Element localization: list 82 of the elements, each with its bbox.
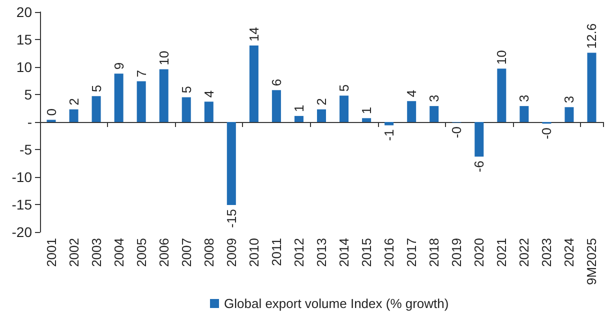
data-label: -0 — [449, 126, 464, 138]
bar — [407, 101, 416, 122]
data-label: 9 — [111, 62, 126, 70]
bar — [497, 68, 506, 122]
data-label: 3 — [426, 94, 442, 102]
data-label: 7 — [134, 70, 149, 78]
bar — [520, 106, 529, 122]
y-tick-label: 20 — [16, 4, 32, 20]
y-tick-label: -10 — [12, 169, 32, 185]
y-tick-label: -15 — [12, 196, 32, 212]
data-label: 3 — [516, 94, 532, 102]
x-tick-label: 2012 — [291, 238, 306, 267]
bar — [249, 46, 258, 122]
data-label: 5 — [336, 84, 352, 92]
x-tick-label: 2002 — [66, 238, 82, 267]
data-label: 14 — [246, 27, 262, 42]
x-tick-label: 2023 — [539, 238, 554, 267]
data-label: 2 — [314, 98, 329, 106]
bar — [69, 109, 78, 122]
bar — [182, 97, 191, 122]
data-label: 5 — [88, 84, 104, 92]
x-tick-label: 2001 — [44, 238, 59, 267]
x-tick-label: 2009 — [224, 238, 239, 267]
data-label: 1 — [359, 106, 374, 114]
x-tick-label: 2006 — [156, 238, 172, 267]
x-tick-label: 2008 — [201, 238, 216, 267]
x-tick-label: 2017 — [404, 238, 420, 267]
bar — [362, 118, 372, 122]
data-label: 10 — [494, 50, 510, 65]
bar — [272, 90, 281, 122]
x-tick-label: 2016 — [382, 238, 397, 267]
x-tick-label: 2005 — [134, 238, 149, 267]
data-label: 2 — [66, 98, 82, 106]
bar — [114, 74, 124, 122]
bar — [92, 96, 101, 122]
bar — [294, 116, 304, 122]
x-tick-label: 2024 — [562, 238, 577, 267]
x-tick-label: 2015 — [359, 238, 374, 267]
data-label: -6 — [472, 160, 487, 172]
y-tick-label: 10 — [16, 59, 32, 75]
y-tick-label: 5 — [24, 86, 32, 102]
data-label: 12.6 — [584, 23, 600, 49]
x-tick-label: 2022 — [516, 238, 532, 267]
bar — [474, 122, 484, 157]
bar — [340, 96, 349, 122]
y-tick-label: -20 — [12, 224, 32, 240]
x-tick-label: 2018 — [426, 238, 442, 267]
x-tick-label: 9M2025 — [584, 238, 600, 285]
data-label: 10 — [156, 50, 172, 66]
bar — [226, 122, 236, 206]
data-label: 3 — [562, 96, 577, 104]
x-tick-label: 2019 — [449, 238, 464, 267]
x-tick-label: 2004 — [111, 238, 126, 267]
bar — [316, 109, 326, 122]
bar — [430, 106, 439, 122]
data-label: 6 — [268, 78, 284, 86]
x-tick-label: 2014 — [336, 238, 352, 267]
data-label: 1 — [291, 104, 306, 112]
bar — [204, 102, 214, 122]
data-label: 4 — [201, 90, 216, 98]
bar — [384, 122, 394, 126]
x-tick-label: 2010 — [246, 238, 262, 267]
bar — [587, 52, 596, 122]
x-tick-label: 2003 — [88, 238, 104, 267]
legend-label: Global export volume Index (% growth) — [224, 296, 449, 311]
bar — [159, 69, 168, 122]
x-tick-label: 2020 — [472, 238, 487, 267]
x-tick-label: 2021 — [494, 238, 510, 267]
x-tick-label: 2011 — [268, 238, 284, 266]
y-tick-label: -5 — [20, 142, 32, 158]
data-label: 0 — [44, 108, 59, 116]
data-label: -15 — [224, 209, 239, 228]
bar — [136, 81, 146, 122]
y-tick-label: - — [27, 114, 32, 130]
data-label: -0 — [539, 128, 554, 140]
data-label: -1 — [382, 129, 397, 141]
x-tick-label: 2013 — [314, 238, 329, 267]
x-tick-label: 2007 — [178, 238, 194, 267]
data-label: 5 — [178, 86, 194, 94]
y-tick-label: 15 — [16, 32, 32, 48]
data-label: 4 — [404, 90, 420, 98]
bar — [564, 107, 574, 122]
